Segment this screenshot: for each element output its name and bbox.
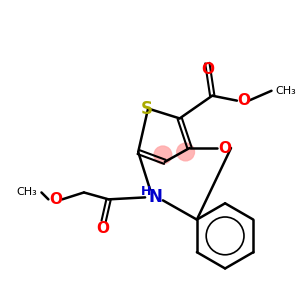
Circle shape xyxy=(177,143,194,161)
Text: O: O xyxy=(201,61,214,76)
Text: CH₃: CH₃ xyxy=(275,86,296,96)
Text: S: S xyxy=(141,100,153,118)
Text: O: O xyxy=(49,192,62,207)
Text: O: O xyxy=(219,140,232,155)
Text: O: O xyxy=(237,93,250,108)
Text: O: O xyxy=(96,221,109,236)
Circle shape xyxy=(154,146,172,164)
Text: H: H xyxy=(141,185,151,198)
Text: CH₃: CH₃ xyxy=(17,188,38,197)
Text: N: N xyxy=(148,188,162,206)
